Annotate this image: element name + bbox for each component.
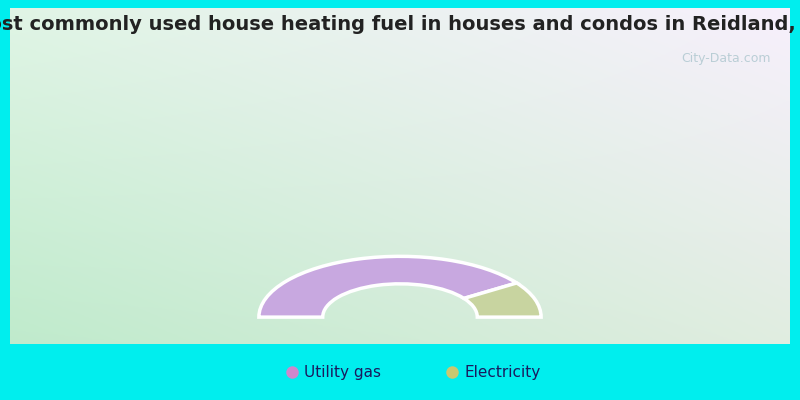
Text: City-Data.com: City-Data.com bbox=[681, 52, 770, 65]
Text: Utility gas: Utility gas bbox=[304, 364, 381, 380]
Wedge shape bbox=[259, 256, 517, 317]
Text: Electricity: Electricity bbox=[464, 364, 540, 380]
Wedge shape bbox=[464, 283, 541, 317]
Text: Most commonly used house heating fuel in houses and condos in Reidland, KY: Most commonly used house heating fuel in… bbox=[0, 15, 800, 34]
